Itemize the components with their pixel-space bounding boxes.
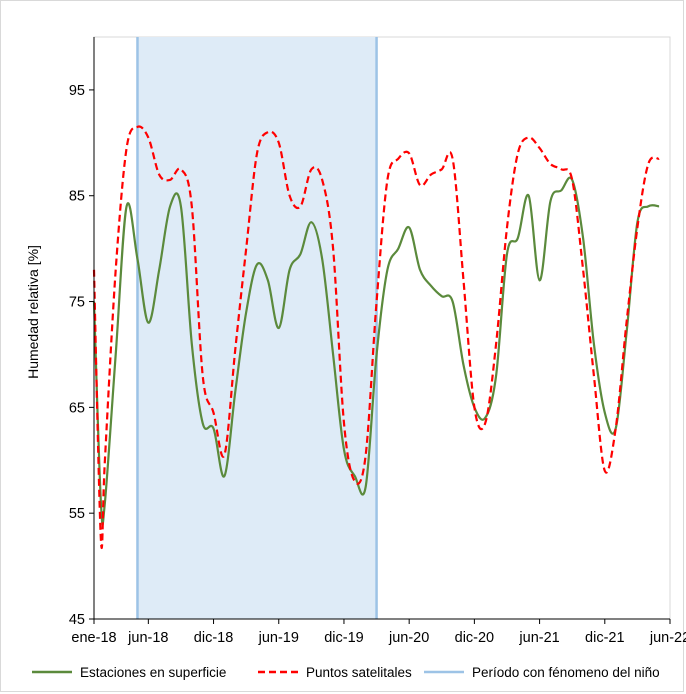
y-tick-label: 55 <box>69 506 85 522</box>
y-tick-label: 75 <box>69 295 85 311</box>
y-tick-label: 95 <box>69 83 85 99</box>
x-tick-label: dic-20 <box>455 630 495 646</box>
x-tick-label: jun-22 <box>649 630 686 646</box>
x-tick-label: dic-19 <box>324 630 364 646</box>
y-tick-label: 65 <box>69 400 85 416</box>
y-tick-label: 85 <box>69 189 85 205</box>
x-tick-label: dic-18 <box>194 630 234 646</box>
legend-label: Estaciones en superficie <box>80 665 226 680</box>
x-tick-label: dic-21 <box>585 630 625 646</box>
legend-label: Período con fénomeno del niño <box>472 665 660 680</box>
x-ticks: ene-18 jun-18 dic-18 jun-19 dic-19 jun-20 dic-… <box>71 619 686 646</box>
x-tick-label: jun-18 <box>127 630 168 646</box>
legend: Estaciones en superficie Puntos satelital… <box>32 665 660 680</box>
legend-item-satelitales: Puntos satelitales <box>258 665 412 680</box>
x-tick-label: jun-19 <box>258 630 299 646</box>
x-tick-label: jun-20 <box>388 630 429 646</box>
legend-label: Puntos satelitales <box>306 665 412 680</box>
x-tick-label: jun-21 <box>518 630 559 646</box>
legend-item-estaciones: Estaciones en superficie <box>32 665 226 680</box>
series-layer <box>92 125 660 549</box>
shaded-period <box>136 37 378 619</box>
series-line-satelitales <box>92 125 660 549</box>
y-ticks: 45 55 65 75 85 95 <box>69 83 94 628</box>
x-tick-label: ene-18 <box>71 630 116 646</box>
y-axis-title: Humedad relativa [%] <box>25 245 41 379</box>
series-line-estaciones <box>92 176 660 526</box>
y-tick-label: 45 <box>69 612 85 628</box>
shaded-period-fill <box>137 37 377 619</box>
legend-item-periodo: Período con fénomeno del niño <box>424 665 660 680</box>
